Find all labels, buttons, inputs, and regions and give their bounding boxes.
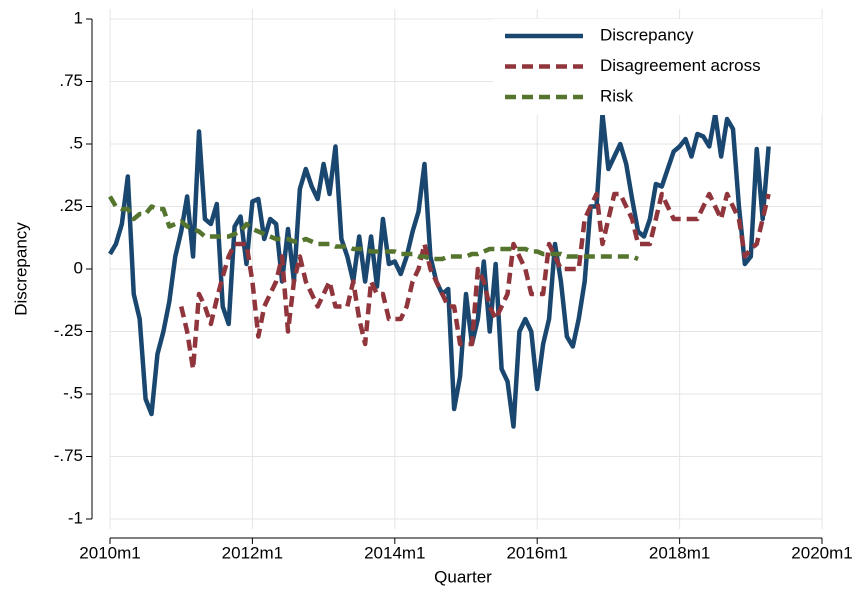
y-tick-label: -.5 — [63, 383, 83, 402]
x-axis-title: Quarter — [434, 567, 492, 586]
legend-label: Discrepancy — [600, 25, 694, 44]
y-tick-label: .75 — [59, 71, 83, 90]
y-axis-title: Discrepancy — [11, 222, 30, 316]
x-tick-label: 2020m1 — [791, 543, 852, 562]
x-tick-label: 2012m1 — [222, 543, 283, 562]
y-tick-label: -.75 — [54, 446, 83, 465]
x-tick-label: 2016m1 — [506, 543, 567, 562]
series-line — [108, 195, 639, 262]
x-tick-label: 2018m1 — [649, 543, 710, 562]
series-line — [108, 111, 771, 429]
series-line — [179, 191, 771, 372]
y-tick-label: -.25 — [54, 321, 83, 340]
y-tick-label: .5 — [69, 133, 83, 152]
x-tick-label: 2010m1 — [79, 543, 140, 562]
legend-label: Risk — [600, 86, 634, 105]
x-tick-label: 2014m1 — [364, 543, 425, 562]
y-tick-label: 0 — [74, 258, 83, 277]
y-tick-label: 1 — [74, 8, 83, 27]
y-tick-label: -1 — [68, 508, 83, 527]
legend-label: Disagreement across — [600, 56, 761, 75]
y-tick-label: .25 — [59, 196, 83, 215]
